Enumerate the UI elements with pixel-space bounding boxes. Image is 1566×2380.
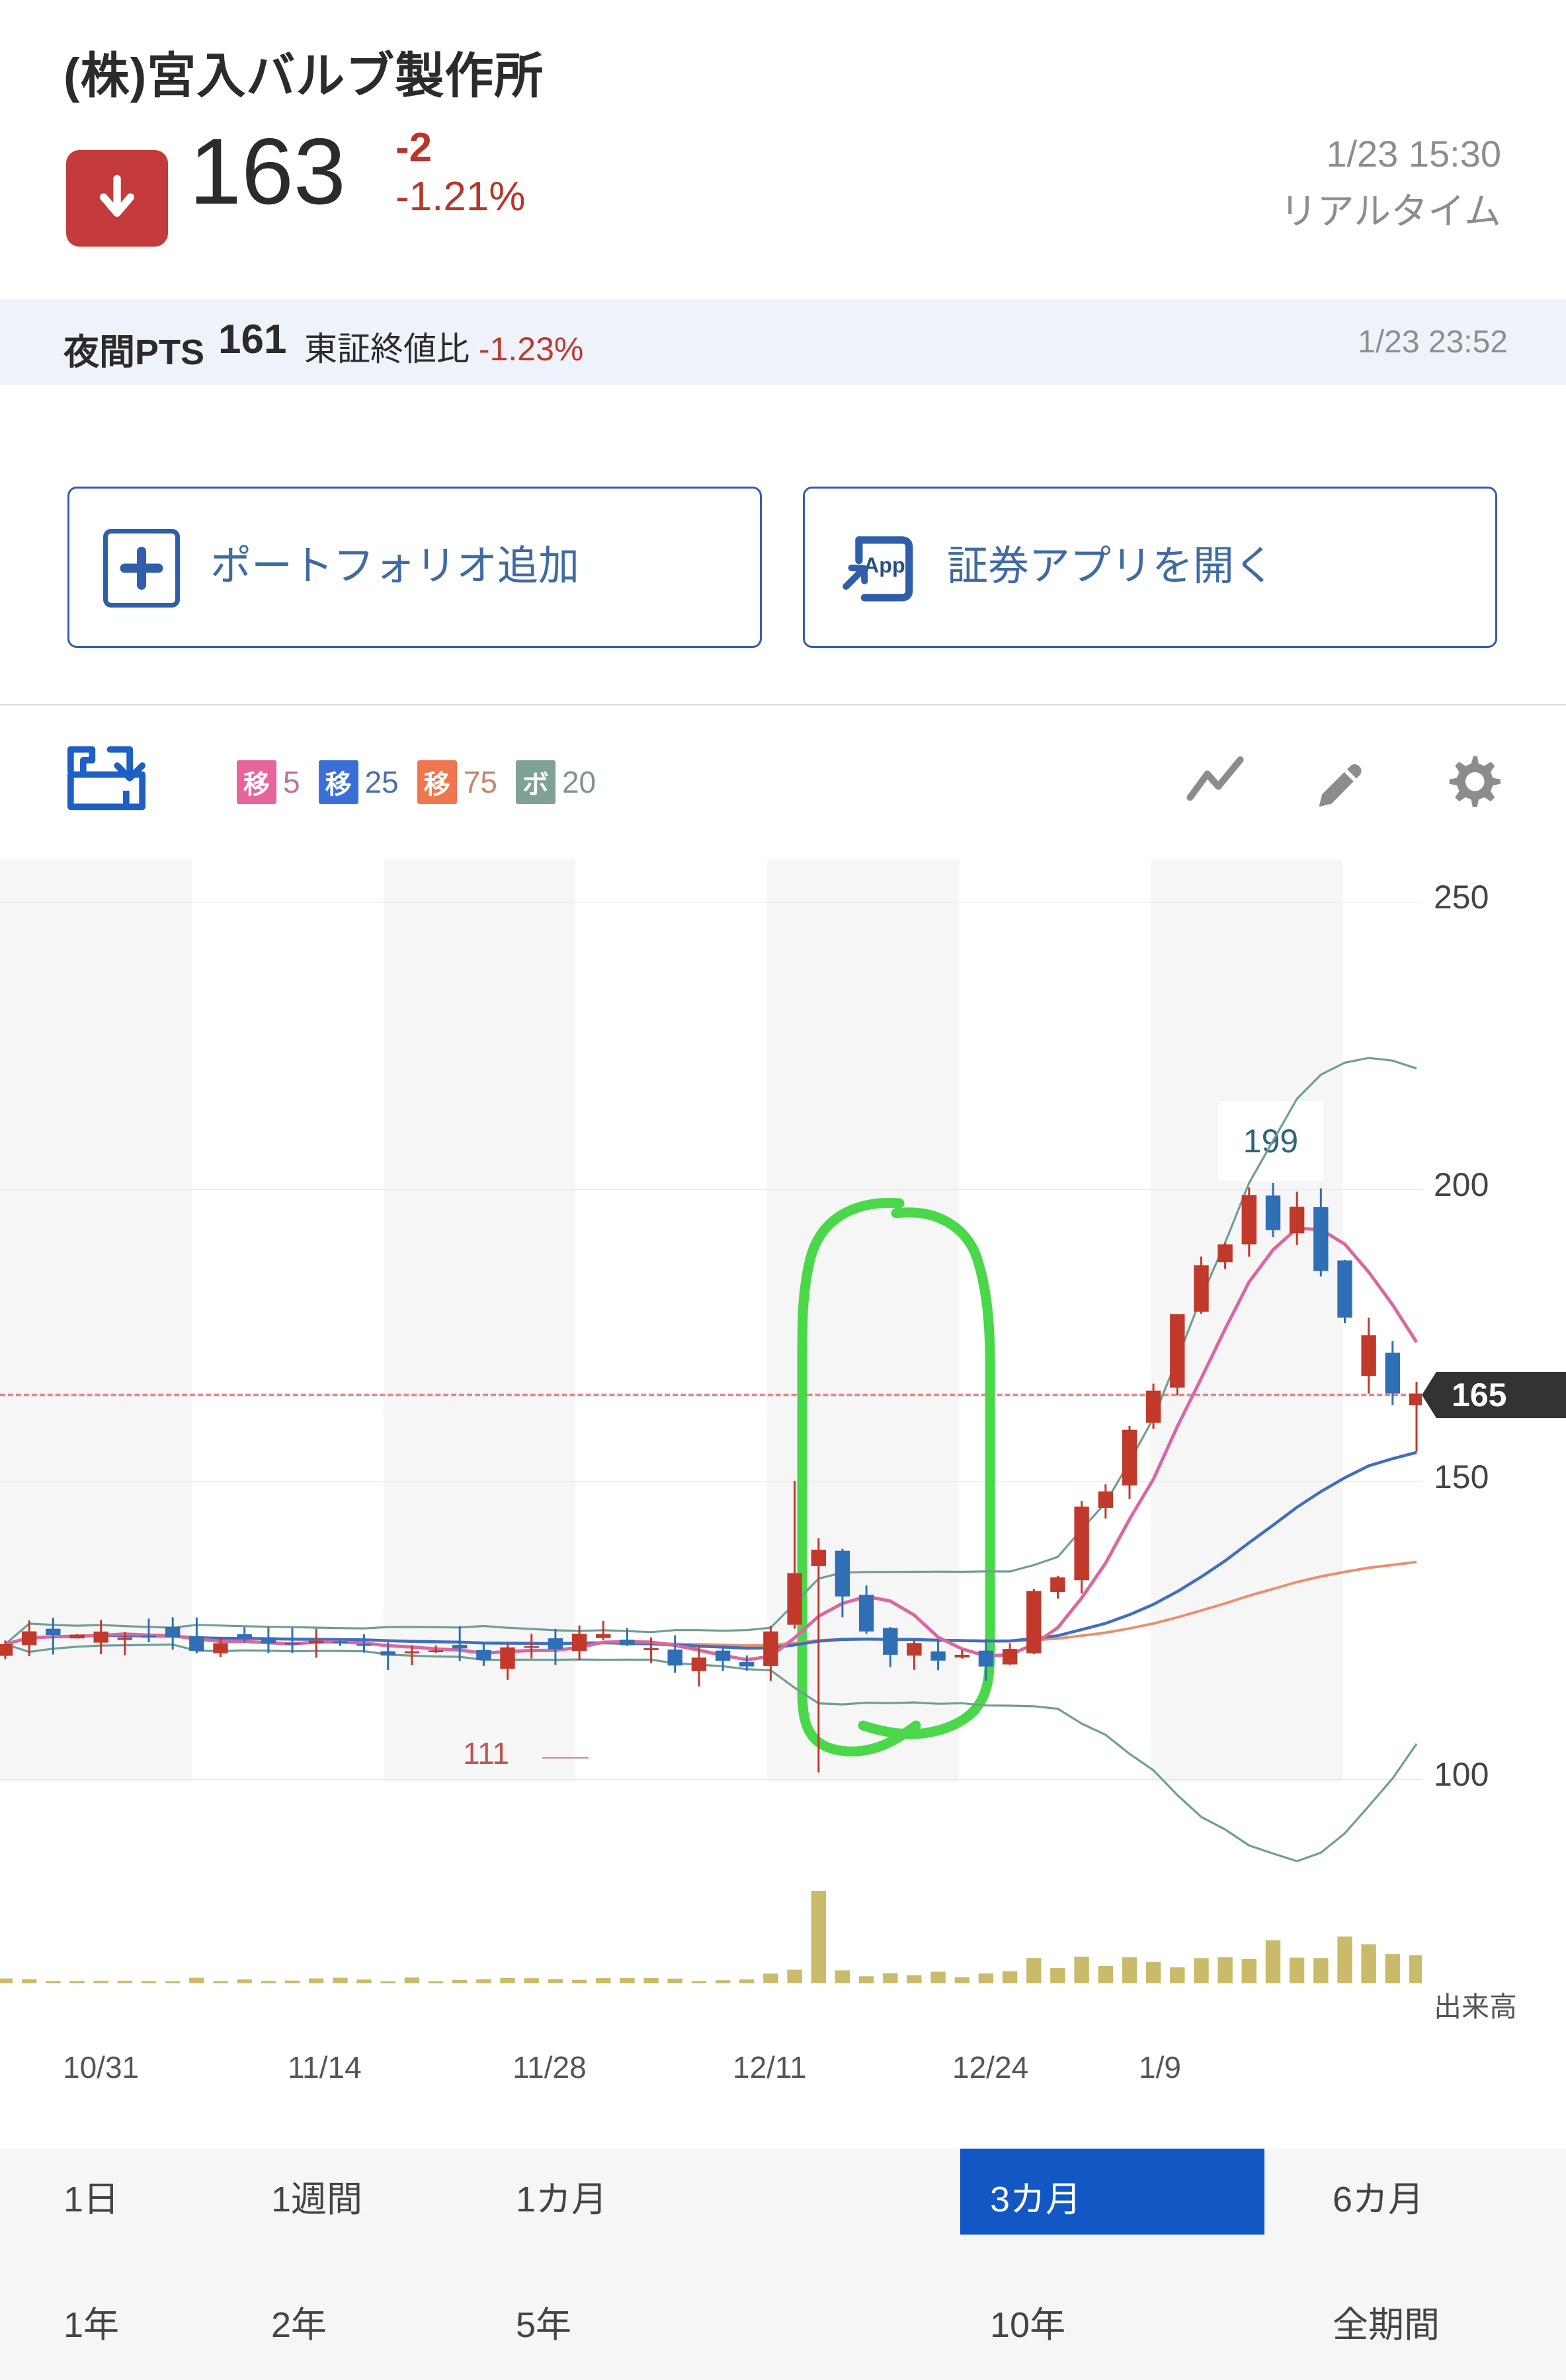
svg-text:App: App	[864, 553, 905, 577]
